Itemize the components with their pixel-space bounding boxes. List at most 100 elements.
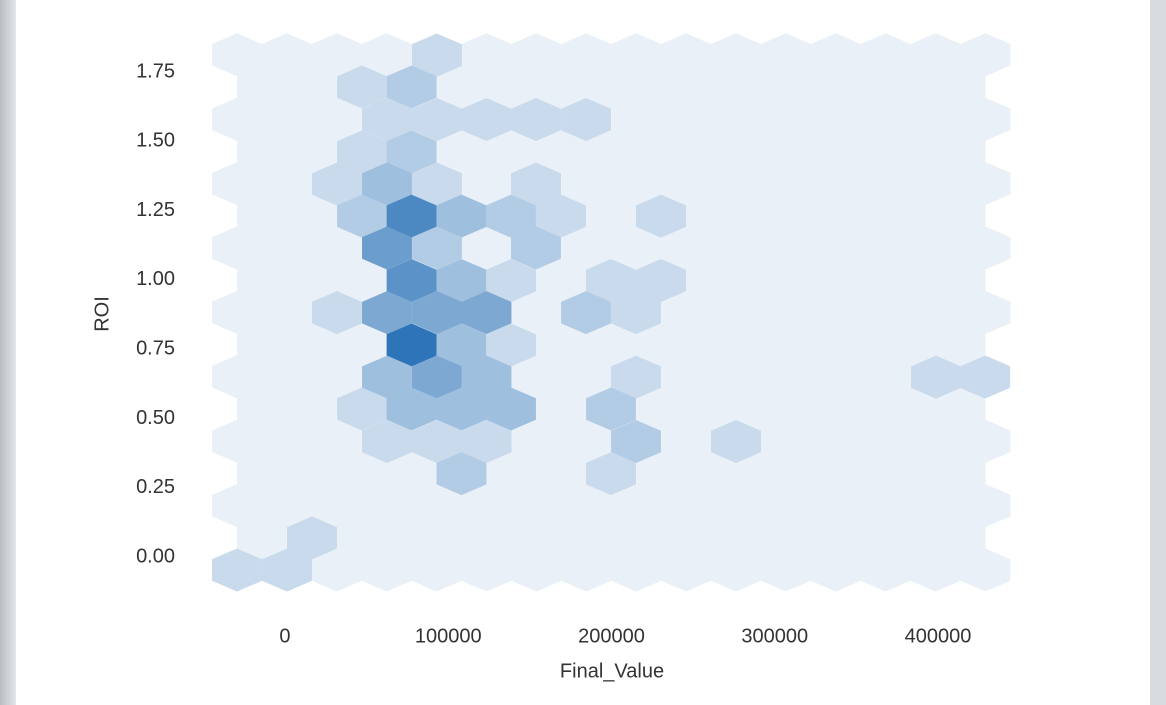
hex-empty	[910, 226, 961, 270]
y-tick-label: 0.50	[136, 407, 175, 429]
hex-empty	[386, 516, 437, 560]
hex-empty	[686, 387, 736, 431]
hex-cell	[312, 162, 362, 206]
hex-empty	[611, 33, 662, 77]
hex-empty	[561, 548, 612, 592]
hex-empty	[661, 226, 711, 270]
hex-empty	[436, 129, 487, 173]
hex-cell	[436, 387, 487, 431]
hex-empty	[810, 419, 861, 463]
hex-empty	[686, 258, 736, 302]
hex-empty	[261, 355, 312, 399]
hex-empty	[511, 290, 562, 334]
hex-cell	[337, 130, 387, 174]
hex-empty	[586, 516, 637, 560]
hex-empty	[760, 97, 811, 141]
hex-empty	[860, 290, 911, 334]
hex-empty	[910, 484, 961, 528]
hex-empty	[686, 65, 736, 109]
hex-empty	[935, 258, 986, 302]
x-axis-title: Final_Value	[560, 660, 664, 682]
hex-empty	[935, 516, 986, 560]
hex-empty	[935, 323, 986, 367]
hex-empty	[261, 419, 312, 463]
hex-empty	[760, 162, 811, 206]
hex-empty	[611, 226, 662, 270]
hex-empty	[436, 516, 487, 560]
hex-empty	[661, 33, 711, 77]
hex-empty	[910, 419, 961, 463]
hex-cell	[461, 97, 512, 141]
y-tick-label: 0.75	[136, 337, 175, 359]
hex-empty	[960, 290, 1011, 334]
hex-empty	[611, 548, 662, 592]
hex-empty	[536, 451, 587, 495]
hex-cell	[561, 97, 611, 141]
hex-empty	[511, 355, 562, 399]
hex-empty	[885, 516, 936, 560]
hex-empty	[236, 65, 287, 109]
hex-empty	[960, 162, 1011, 206]
hex-empty	[361, 548, 412, 592]
hex-empty	[960, 33, 1011, 77]
hex-empty	[735, 129, 786, 173]
hex-empty	[960, 484, 1011, 528]
hex-empty	[860, 162, 911, 206]
hex-empty	[860, 355, 911, 399]
hex-cell	[511, 226, 561, 270]
hex-empty	[785, 387, 836, 431]
hex-empty	[935, 194, 986, 238]
hex-empty	[336, 516, 387, 560]
hex-empty	[711, 548, 761, 592]
hex-empty	[511, 548, 562, 592]
hex-empty	[236, 387, 287, 431]
hex-empty	[810, 33, 861, 77]
hex-empty	[561, 162, 612, 206]
hex-cell	[412, 33, 462, 77]
x-tick-label: 0	[279, 625, 290, 647]
hex-empty	[561, 33, 612, 77]
hex-cell	[911, 355, 961, 399]
hex-cell	[312, 291, 362, 335]
hex-cell	[287, 516, 337, 560]
hex-cell	[386, 323, 437, 367]
hex-empty	[286, 451, 337, 495]
hex-empty	[711, 226, 761, 270]
hex-cell	[636, 194, 686, 238]
hex-cell	[586, 452, 636, 496]
hex-empty	[686, 451, 736, 495]
hex-cell	[486, 194, 536, 238]
hex-empty	[810, 162, 861, 206]
hex-empty	[261, 33, 312, 77]
hex-empty	[735, 65, 786, 109]
hex-cell	[486, 258, 536, 302]
hex-empty	[935, 387, 986, 431]
hex-empty	[885, 129, 936, 173]
hex-empty	[361, 33, 412, 77]
hex-empty	[835, 65, 886, 109]
hex-cell	[511, 97, 561, 141]
hex-cell	[412, 419, 462, 463]
hex-empty	[860, 548, 911, 592]
hex-cell	[362, 97, 412, 141]
hex-empty	[860, 97, 911, 141]
hex-empty	[810, 355, 861, 399]
hex-empty	[236, 516, 287, 560]
hex-empty	[735, 516, 786, 560]
hex-empty	[636, 451, 687, 495]
hex-empty	[461, 226, 512, 270]
hex-cell	[362, 162, 412, 206]
hex-empty	[636, 323, 687, 367]
hex-empty	[960, 97, 1011, 141]
hex-empty	[735, 323, 786, 367]
hex-cell	[337, 65, 387, 109]
y-tick-label: 1.75	[136, 60, 175, 82]
hex-empty	[760, 33, 811, 77]
hex-empty	[661, 290, 711, 334]
hex-empty	[561, 484, 612, 528]
hex-empty	[561, 419, 612, 463]
hex-empty	[586, 65, 637, 109]
hex-empty	[311, 484, 362, 528]
hex-empty	[311, 419, 362, 463]
